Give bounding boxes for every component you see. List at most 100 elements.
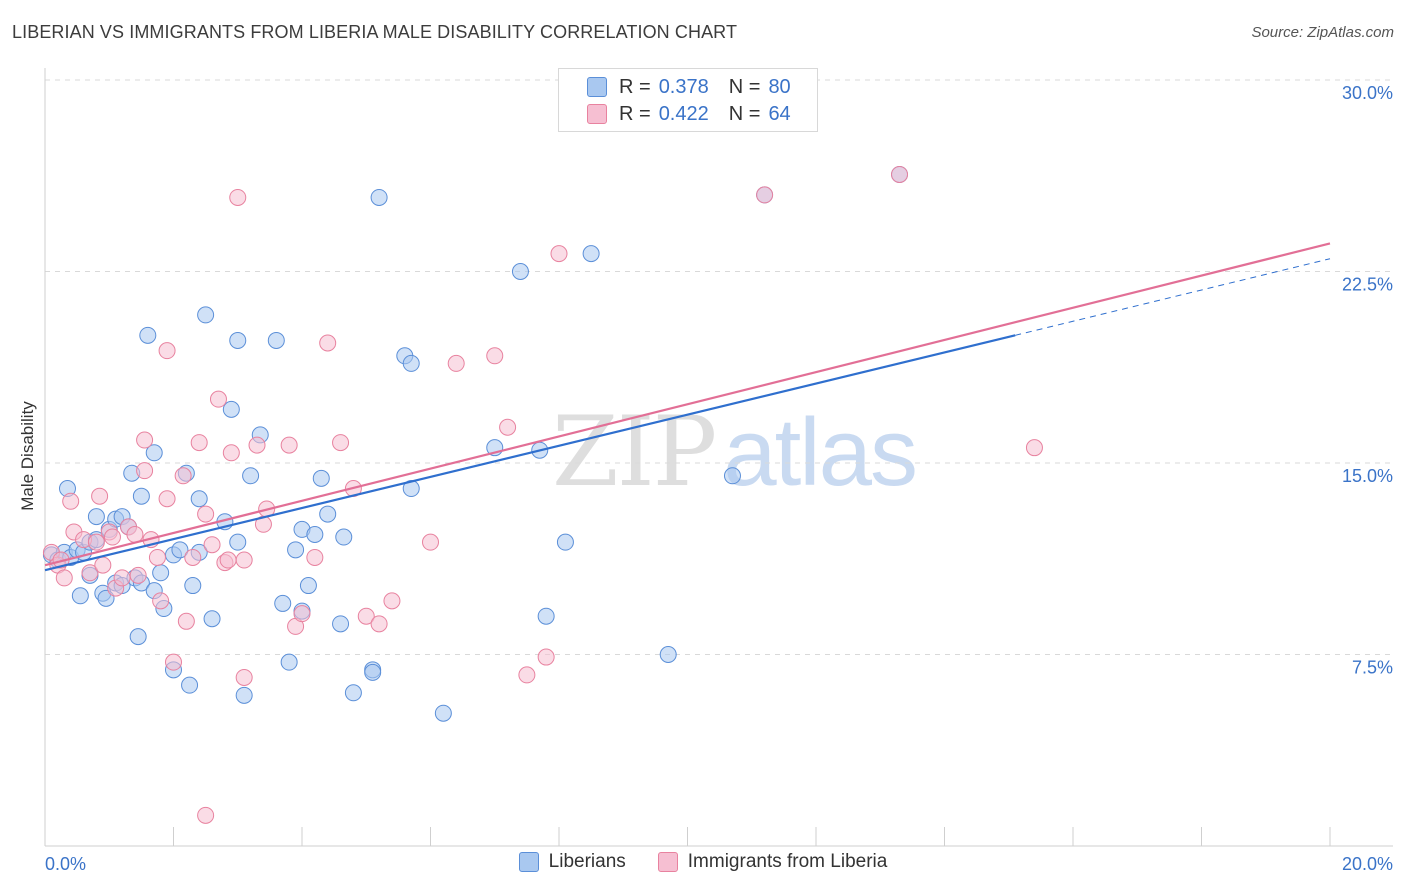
legend-n-label: N =: [729, 103, 761, 126]
y-tick-label: 22.5%: [1342, 275, 1393, 295]
series-legend: Liberians Immigrants from Liberia: [0, 851, 1406, 873]
data-point-pink: [236, 552, 252, 568]
data-point-pink: [220, 552, 236, 568]
data-point-pink: [153, 593, 169, 609]
data-point-blue: [275, 595, 291, 611]
data-point-blue: [307, 526, 323, 542]
legend-swatch-pink: [587, 104, 607, 124]
legend-row-immigrants: R = 0.422 N = 64: [587, 101, 791, 127]
data-point-pink: [1026, 440, 1042, 456]
data-point-blue: [72, 588, 88, 604]
legend-r-value: 0.422: [659, 103, 709, 126]
data-point-pink: [230, 189, 246, 205]
data-point-blue: [371, 189, 387, 205]
legend-label-immigrants: Immigrants from Liberia: [688, 851, 888, 873]
data-point-pink: [281, 437, 297, 453]
data-point-blue: [130, 629, 146, 645]
data-point-pink: [166, 654, 182, 670]
data-point-blue: [236, 687, 252, 703]
data-point-pink: [159, 491, 175, 507]
data-point-pink: [175, 468, 191, 484]
data-point-pink: [448, 355, 464, 371]
data-point-blue: [435, 705, 451, 721]
data-point-blue: [300, 578, 316, 594]
legend-swatch-blue: [519, 852, 539, 872]
trend-extension-blue: [1015, 259, 1330, 336]
data-point-blue: [182, 677, 198, 693]
data-point-blue: [223, 401, 239, 417]
data-point-pink: [137, 432, 153, 448]
data-point-pink: [892, 166, 908, 182]
data-point-pink: [551, 246, 567, 262]
data-point-pink: [204, 537, 220, 553]
data-point-pink: [63, 493, 79, 509]
legend-n-label: N =: [729, 76, 761, 99]
data-point-pink: [249, 437, 265, 453]
data-point-blue: [204, 611, 220, 627]
legend-swatch-blue: [587, 77, 607, 97]
data-point-pink: [210, 391, 226, 407]
data-point-pink: [191, 435, 207, 451]
data-point-pink: [333, 435, 349, 451]
data-point-pink: [149, 549, 165, 565]
data-point-blue: [583, 246, 599, 262]
data-point-blue: [724, 468, 740, 484]
legend-label-liberians: Liberians: [549, 851, 626, 873]
data-point-pink: [384, 593, 400, 609]
data-point-pink: [223, 445, 239, 461]
data-point-pink: [307, 549, 323, 565]
data-point-pink: [487, 348, 503, 364]
data-point-blue: [140, 327, 156, 343]
data-point-blue: [230, 534, 246, 550]
data-point-blue: [403, 355, 419, 371]
data-point-blue: [313, 470, 329, 486]
trend-line-blue: [45, 335, 1015, 570]
data-point-blue: [333, 616, 349, 632]
data-point-pink: [371, 616, 387, 632]
data-point-pink: [137, 463, 153, 479]
data-point-pink: [198, 506, 214, 522]
legend-n-value: 80: [768, 76, 790, 99]
data-point-pink: [519, 667, 535, 683]
legend-row-liberians: R = 0.378 N = 80: [587, 74, 791, 100]
data-point-pink: [185, 549, 201, 565]
data-point-pink: [159, 343, 175, 359]
data-point-pink: [92, 488, 108, 504]
data-point-blue: [288, 542, 304, 558]
scatter-plot: 7.5%15.0%22.5%30.0%0.0% 20.0%: [0, 0, 1406, 892]
legend-n-value: 64: [768, 103, 790, 126]
data-point-pink: [757, 187, 773, 203]
data-point-blue: [153, 565, 169, 581]
data-point-blue: [133, 488, 149, 504]
legend-swatch-pink: [658, 852, 678, 872]
data-point-blue: [336, 529, 352, 545]
data-point-pink: [294, 606, 310, 622]
data-point-pink: [423, 534, 439, 550]
data-point-blue: [320, 506, 336, 522]
legend-item-immigrants[interactable]: Immigrants from Liberia: [658, 851, 888, 873]
data-point-pink: [198, 807, 214, 823]
data-point-blue: [281, 654, 297, 670]
legend-item-liberians[interactable]: Liberians: [519, 851, 626, 873]
data-point-pink: [130, 567, 146, 583]
data-point-blue: [345, 685, 361, 701]
data-point-blue: [268, 332, 284, 348]
data-point-pink: [178, 613, 194, 629]
data-point-pink: [500, 419, 516, 435]
data-point-pink: [56, 570, 72, 586]
data-point-blue: [230, 332, 246, 348]
legend-r-value: 0.378: [659, 76, 709, 99]
data-point-pink: [114, 570, 130, 586]
data-point-blue: [365, 664, 381, 680]
data-point-blue: [538, 608, 554, 624]
data-point-blue: [557, 534, 573, 550]
legend-r-label: R =: [619, 76, 651, 99]
legend-r-label: R =: [619, 103, 651, 126]
data-point-pink: [88, 534, 104, 550]
data-point-blue: [243, 468, 259, 484]
y-tick-label: 7.5%: [1352, 658, 1393, 678]
data-point-pink: [236, 669, 252, 685]
data-point-blue: [185, 578, 201, 594]
correlation-legend: R = 0.378 N = 80 R = 0.422 N = 64: [558, 68, 818, 132]
data-point-blue: [660, 647, 676, 663]
